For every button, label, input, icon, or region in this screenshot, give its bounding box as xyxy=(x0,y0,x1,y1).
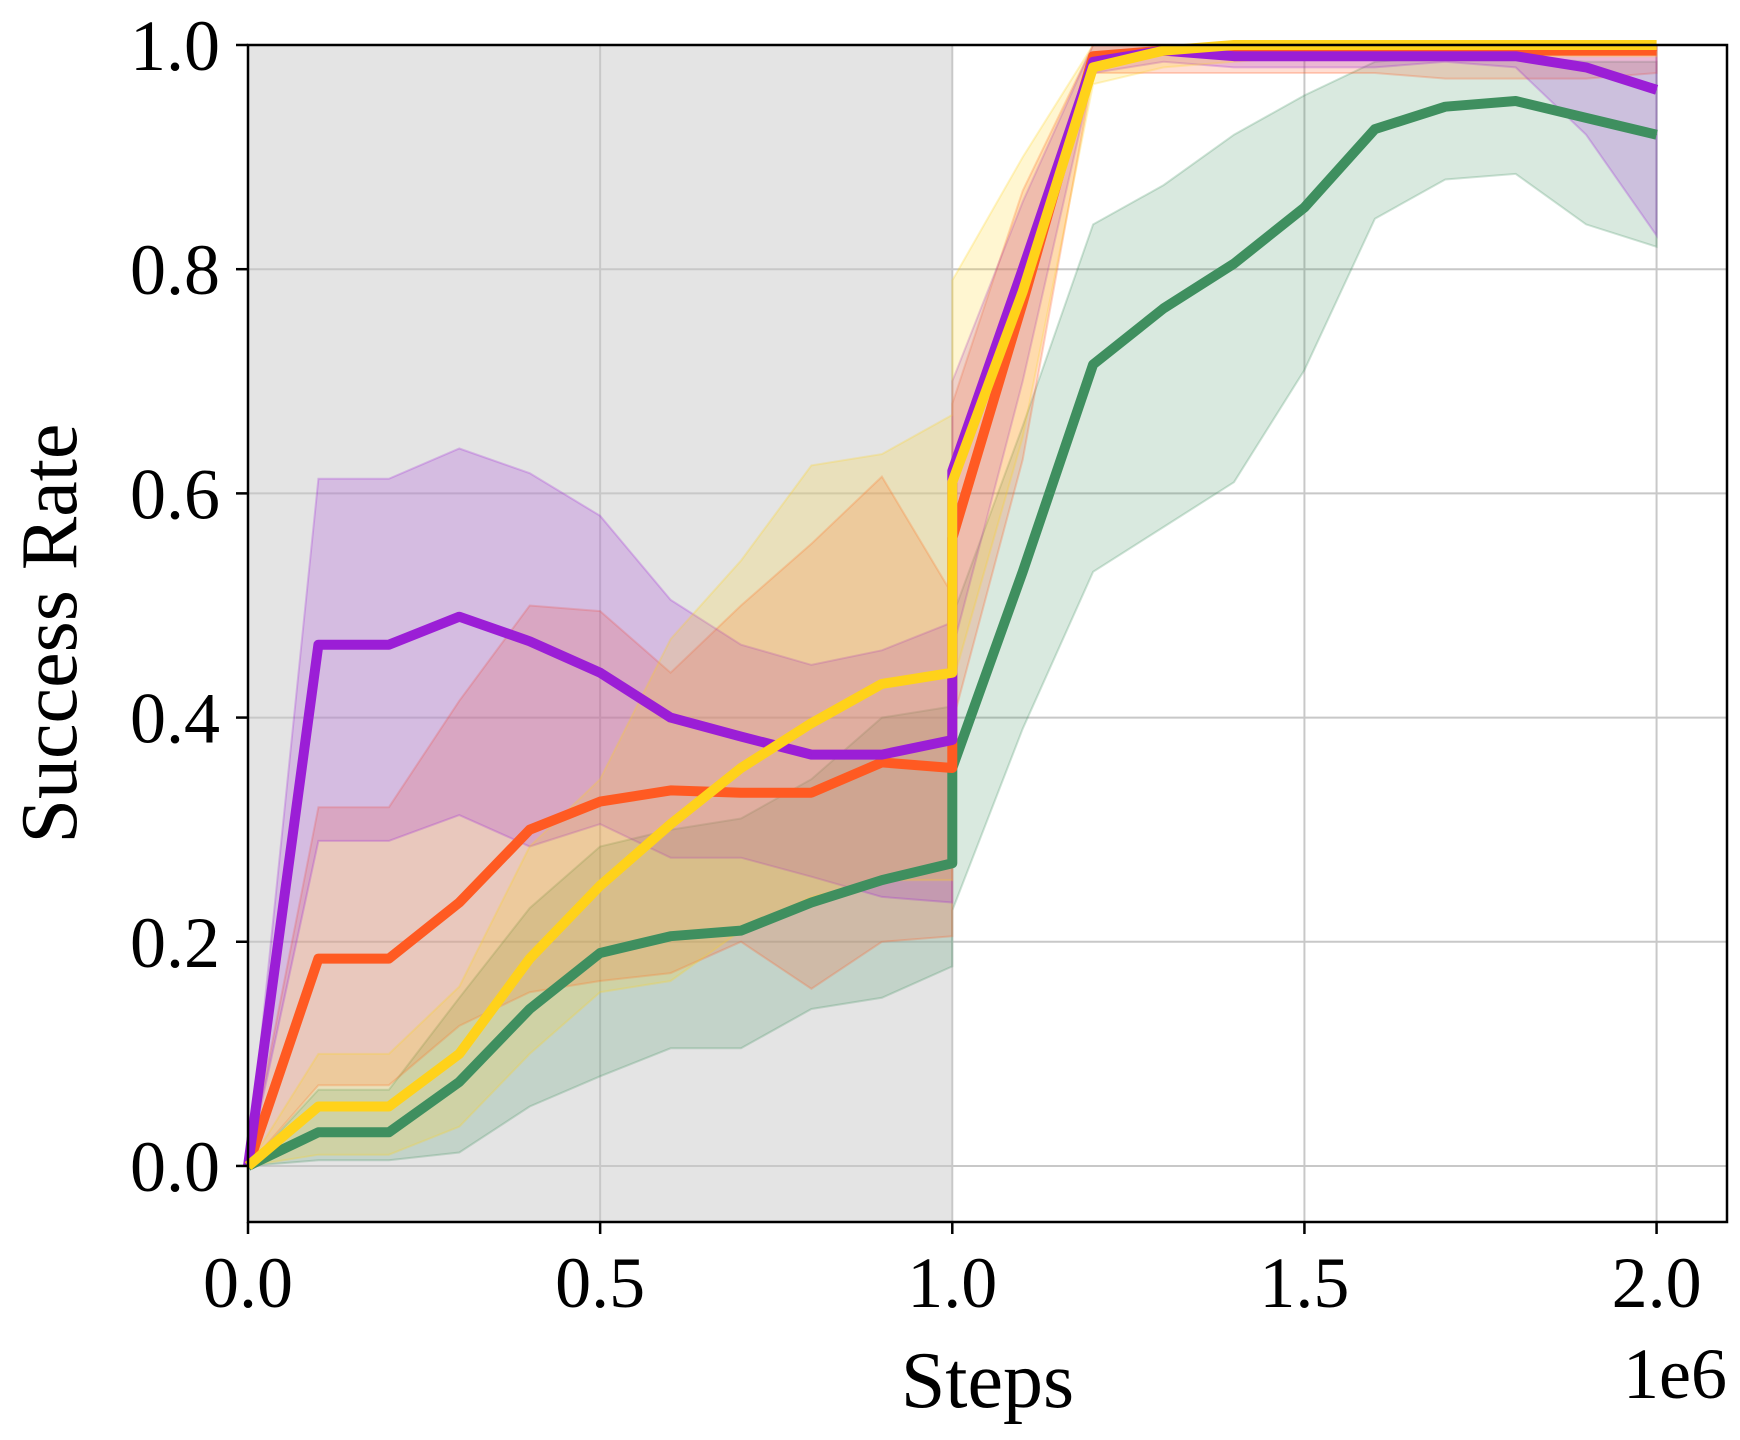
point-green-6 xyxy=(670,935,672,937)
y-tick-label-2: 0.4 xyxy=(130,679,220,759)
y-tick-label-1: 0.2 xyxy=(130,903,220,983)
point-purple-15 xyxy=(1233,55,1235,57)
point-green-9 xyxy=(881,879,883,881)
y-axis-label: Success Rate xyxy=(6,424,94,844)
y-tick-label-5: 1.0 xyxy=(130,6,220,86)
point-yellow-12 xyxy=(1022,291,1024,293)
x-tick-label-0: 0.0 xyxy=(203,1243,293,1323)
point-yellow-1 xyxy=(317,1106,319,1108)
x-axis-offset-label: 1e6 xyxy=(1623,1334,1727,1414)
point-green-3 xyxy=(458,1081,460,1083)
point-yellow-14 xyxy=(1163,50,1165,52)
point-orange-1 xyxy=(317,958,319,960)
point-purple-20 xyxy=(1585,66,1587,68)
point-green-4 xyxy=(529,1008,531,1010)
point-green-20 xyxy=(1585,117,1587,119)
point-purple-9 xyxy=(881,754,883,756)
point-orange-13 xyxy=(1092,55,1094,57)
point-green-13 xyxy=(1092,363,1094,365)
point-purple-2 xyxy=(388,644,390,646)
point-purple-17 xyxy=(1374,55,1376,57)
point-purple-5 xyxy=(599,672,601,674)
point-purple-19 xyxy=(1515,55,1517,57)
point-purple-1 xyxy=(317,644,319,646)
point-orange-21 xyxy=(1656,50,1658,52)
point-purple-18 xyxy=(1444,55,1446,57)
point-green-7 xyxy=(740,930,742,932)
point-green-15 xyxy=(1233,263,1235,265)
point-orange-3 xyxy=(458,902,460,904)
point-orange-4 xyxy=(529,829,531,831)
ticks: 0.0 0.5 1.0 1.5 2.0 0.0 0.2 0.4 0.6 0.8 1.0 xyxy=(130,6,1702,1323)
point-orange-18 xyxy=(1444,50,1446,52)
point-yellow-6 xyxy=(670,823,672,825)
point-purple-12 xyxy=(1022,268,1024,270)
point-green-12 xyxy=(1022,571,1024,573)
point-green-1 xyxy=(317,1131,319,1133)
point-green-8 xyxy=(810,902,812,904)
line-green xyxy=(245,96,1658,1171)
point-yellow-4 xyxy=(529,958,531,960)
point-orange-5 xyxy=(599,801,601,803)
y-tick-label-3: 0.6 xyxy=(130,454,220,534)
x-tick-label-2: 1.0 xyxy=(907,1243,997,1323)
point-orange-19 xyxy=(1515,50,1517,52)
y-tick-label-0: 0.0 xyxy=(130,1127,220,1207)
axes xyxy=(246,43,1729,1224)
point-purple-21 xyxy=(1656,89,1658,91)
point-purple-7 xyxy=(740,736,742,738)
point-purple-10 xyxy=(951,739,953,741)
point-green-2 xyxy=(388,1131,390,1133)
point-orange-16 xyxy=(1303,50,1305,52)
point-purple-6 xyxy=(670,717,672,719)
point-green-17 xyxy=(1374,128,1376,130)
point-orange-15 xyxy=(1233,50,1235,52)
point-purple-4 xyxy=(529,640,531,642)
point-orange-20 xyxy=(1585,50,1587,52)
point-orange-6 xyxy=(670,789,672,791)
point-green-10 xyxy=(951,862,953,864)
point-green-18 xyxy=(1444,106,1446,108)
axes-frame xyxy=(246,43,1729,1224)
point-yellow-9 xyxy=(881,683,883,685)
point-yellow-11 xyxy=(951,481,953,483)
point-purple-3 xyxy=(458,616,460,618)
point-orange-7 xyxy=(740,792,742,794)
x-tick-label-1: 0.5 xyxy=(555,1243,645,1323)
y-tick-label-4: 0.8 xyxy=(130,230,220,310)
point-orange-10 xyxy=(951,767,953,769)
point-purple-16 xyxy=(1303,55,1305,57)
point-yellow-7 xyxy=(740,767,742,769)
point-purple-8 xyxy=(810,754,812,756)
point-green-16 xyxy=(1303,207,1305,209)
point-yellow-13 xyxy=(1092,66,1094,68)
point-orange-8 xyxy=(810,792,812,794)
point-orange-9 xyxy=(881,761,883,763)
point-yellow-8 xyxy=(810,722,812,724)
x-axis-label: Steps xyxy=(901,1337,1074,1425)
point-orange-17 xyxy=(1374,50,1376,52)
point-green-14 xyxy=(1163,307,1165,309)
point-green-21 xyxy=(1656,134,1658,136)
point-yellow-10 xyxy=(951,672,953,674)
point-yellow-2 xyxy=(388,1106,390,1108)
point-purple-13 xyxy=(1092,61,1094,63)
x-tick-label-4: 2.0 xyxy=(1612,1243,1702,1323)
point-green-19 xyxy=(1515,100,1517,102)
point-yellow-3 xyxy=(458,1053,460,1055)
point-orange-2 xyxy=(388,958,390,960)
point-green-5 xyxy=(599,952,601,954)
x-tick-label-3: 1.5 xyxy=(1259,1243,1349,1323)
point-yellow-5 xyxy=(599,885,601,887)
